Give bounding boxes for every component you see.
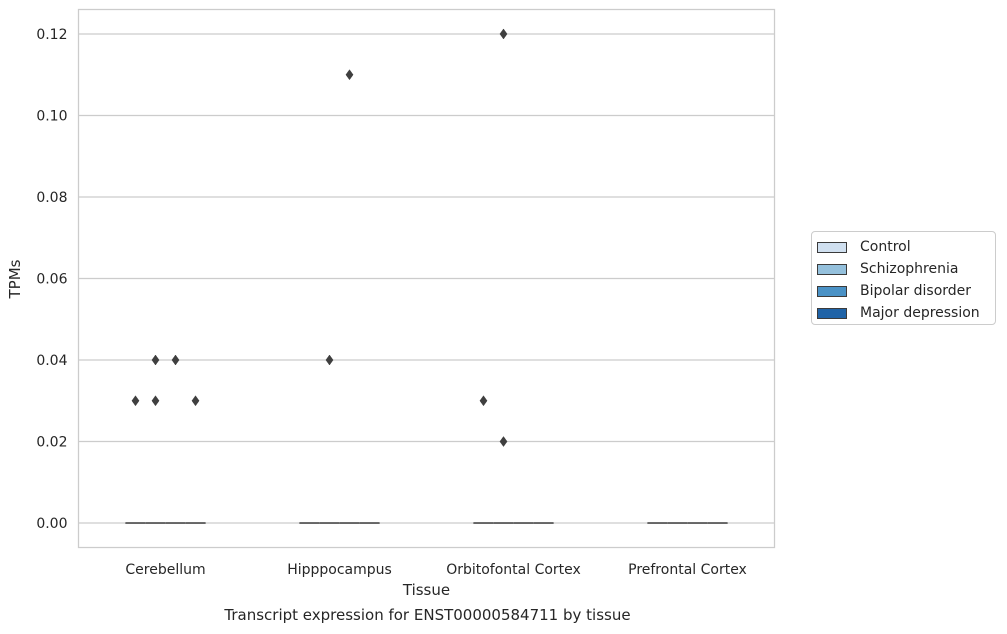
outlier-point (345, 69, 354, 81)
outlier-point (325, 354, 334, 366)
outlier-point (171, 354, 180, 366)
outlier-point (499, 28, 508, 40)
legend-item-major-depression: Major depression (817, 302, 995, 324)
plot-frame (77, 8, 776, 549)
legend-label-schizophrenia: Schizophrenia (860, 261, 959, 277)
y-tick-label: 0.04 (36, 353, 67, 369)
x-axis-label: Tissue (402, 581, 450, 599)
legend-swatch-bipolar-disorder (817, 285, 847, 297)
y-tick-label: 0.06 (36, 272, 67, 288)
y-tick-label: 0.10 (36, 108, 67, 124)
x-tick-label: Orbitofontal Cortex (446, 562, 581, 578)
outlier-point (151, 395, 160, 407)
legend-swatch-schizophrenia (817, 263, 847, 275)
legend-label-major-depression: Major depression (860, 305, 980, 321)
legend-swatch-major-depression (817, 307, 847, 319)
legend-item-schizophrenia: Schizophrenia (817, 258, 995, 280)
legend-item-control: Control (817, 236, 995, 258)
legend-item-bipolar-disorder: Bipolar disorder (817, 280, 995, 302)
x-tick-label: Prefrontal Cortex (628, 562, 747, 578)
outlier-point (191, 395, 200, 407)
chart-title: Transcript expression for ENST0000058471… (224, 606, 631, 624)
y-axis-label: TPMs (6, 259, 24, 299)
outlier-point (151, 354, 160, 366)
legend-swatch-control (817, 241, 847, 253)
outlier-point (131, 395, 140, 407)
legend-label-bipolar-disorder: Bipolar disorder (860, 283, 972, 299)
outlier-point (499, 436, 508, 447)
y-tick-label: 0.08 (36, 190, 67, 206)
y-tick-label: 0.00 (36, 516, 67, 532)
x-tick-label: Cerebellum (125, 562, 205, 578)
legend: Control Schizophrenia Bipolar disorder M… (811, 231, 996, 325)
y-tick-label: 0.02 (36, 435, 67, 451)
x-tick-label: Hipppocampus (287, 562, 392, 578)
y-tick-label: 0.12 (36, 27, 67, 43)
legend-label-control: Control (860, 239, 911, 255)
outlier-point (479, 395, 488, 407)
